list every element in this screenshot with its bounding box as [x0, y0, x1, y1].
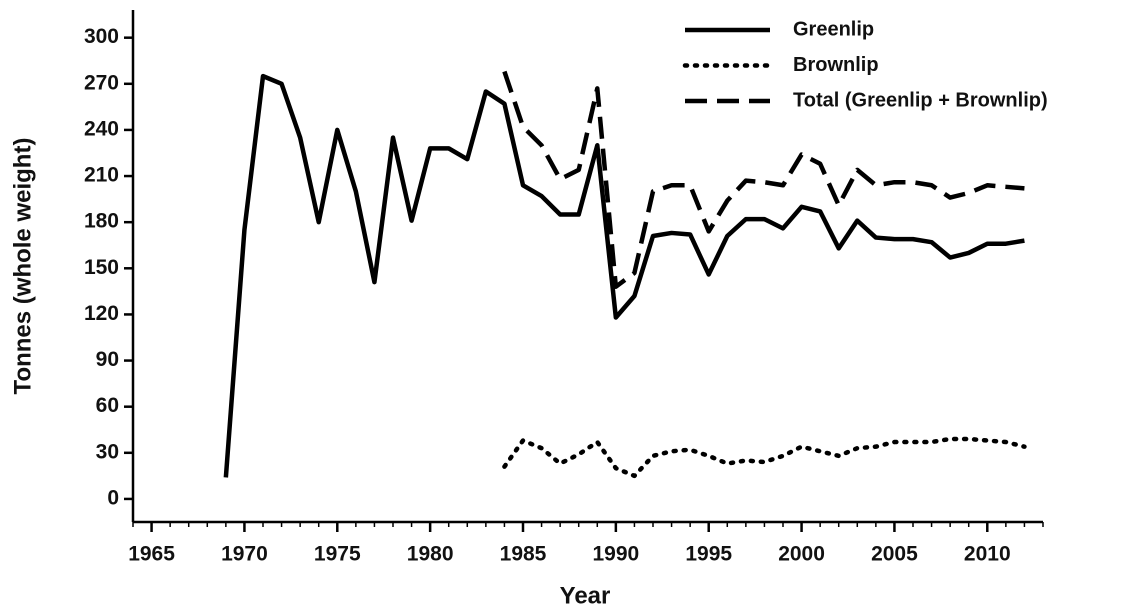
y-tick-label: 120 — [84, 302, 119, 325]
y-tick-label: 180 — [84, 210, 119, 233]
x-tick-label: 1985 — [500, 543, 547, 566]
series-line — [502, 436, 1027, 479]
y-tick-label: 210 — [84, 164, 119, 187]
x-tick-label: 1970 — [221, 543, 268, 566]
x-tick-label: 1980 — [407, 543, 454, 566]
y-tick-label: 270 — [84, 71, 119, 94]
y-tick-label: 150 — [84, 256, 119, 279]
y-axis-title: Tonnes (whole weight) — [9, 138, 36, 395]
y-tick-label: 90 — [96, 348, 119, 371]
x-tick-label: 1995 — [685, 543, 732, 566]
y-tick-label: 300 — [84, 25, 119, 48]
x-tick-label: 2010 — [964, 543, 1011, 566]
y-tick-label: 60 — [96, 394, 119, 417]
legend-label: Total (Greenlip + Brownlip) — [793, 89, 1048, 111]
y-tick-label: 240 — [84, 117, 119, 140]
x-tick-label: 1990 — [592, 543, 639, 566]
x-tick-label: 1975 — [314, 543, 361, 566]
series-line — [502, 70, 1025, 290]
x-tick-label: 1965 — [128, 543, 175, 566]
x-tick-label: 2000 — [778, 543, 825, 566]
x-tick-label: 2005 — [871, 543, 918, 566]
x-axis-title: Year — [560, 582, 611, 609]
legend-label: Brownlip — [793, 54, 879, 76]
series-line — [223, 73, 1025, 478]
y-tick-label: 30 — [96, 440, 119, 463]
y-tick-label: 0 — [107, 486, 119, 509]
legend-label: Greenlip — [793, 18, 874, 40]
